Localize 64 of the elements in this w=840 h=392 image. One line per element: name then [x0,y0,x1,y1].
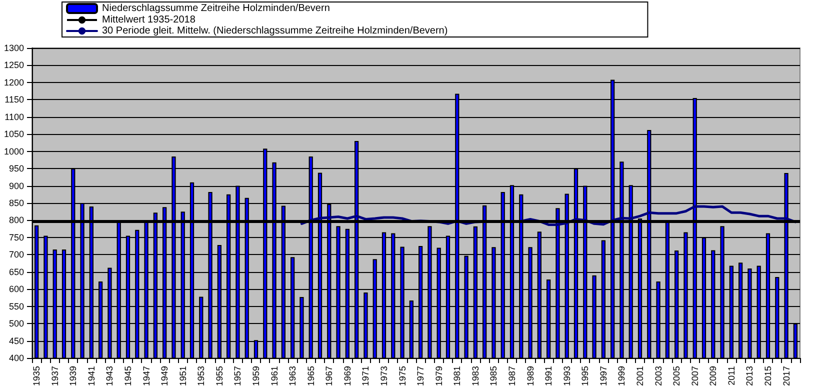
y-tick-label: 1300 [4,43,24,53]
x-tick-label: 1973 [379,366,389,386]
x-tick-label: 1999 [616,366,627,386]
x-tick-label: 1989 [525,366,536,386]
y-tick-label: 1000 [4,146,24,156]
x-tick-label: 1969 [342,366,352,386]
y-tick-label: 700 [8,250,24,260]
x-tick-label: 1987 [507,366,517,386]
y-tick-label: 1050 [4,129,24,140]
x-tick-label: 2005 [672,366,682,386]
y-tick-label: 450 [8,336,24,346]
x-tick-label: 2001 [635,366,645,386]
x-tick-label: 1951 [178,366,188,386]
x-tick-label: 1975 [397,366,408,386]
x-tick-label: 2013 [744,366,755,386]
x-tick-label: 2009 [708,366,718,386]
y-tick-label: 550 [8,301,24,312]
x-tick-label: 1995 [580,366,590,386]
y-tick-label: 750 [8,232,24,242]
y-tick-label: 800 [8,215,24,226]
x-tick-label: 1947 [141,366,152,386]
x-tick-label: 1939 [68,366,78,386]
x-tick-label: 1963 [288,366,298,386]
x-tick-label: 1967 [324,366,334,386]
x-tick-label: 1981 [452,366,462,386]
x-tick-label: 1991 [544,366,554,386]
y-tick-label: 950 [8,164,24,174]
y-tick-label: 600 [8,284,24,294]
x-tick-label: 1957 [232,366,243,386]
y-tick-label: 850 [8,198,24,208]
x-tick-label: 1941 [86,366,96,386]
x-tick-label: 1971 [360,366,371,386]
x-tick-label: 1945 [123,366,133,386]
legend-label: Mittelwert 1935-2018 [102,14,196,26]
x-tick-label: 2015 [763,366,773,386]
x-tick-label: 2003 [653,366,664,386]
y-tick-label: 900 [8,180,24,191]
y-tick-label: 1150 [4,94,24,105]
x-tick-label: 1949 [160,366,170,386]
x-tick-label: 1935 [32,366,42,386]
x-tick-label: 1977 [416,366,426,386]
y-tick-label: 1200 [4,77,24,88]
x-tick-label: 1955 [214,366,224,386]
x-tick-label: 1959 [251,366,261,386]
y-tick-label: 1250 [4,60,24,70]
x-tick-label: 1937 [50,366,60,386]
y-tick-label: 500 [8,318,24,329]
legend-label: Niederschlagssumme Zeitreihe Holzminden/Bevern [102,3,330,14]
y-tick-label: 1100 [4,112,24,122]
x-tick-label: 2017 [781,366,792,386]
x-tick-label: 1979 [434,366,444,386]
y-tick-label: 650 [8,266,24,277]
x-tick-label: 2007 [690,366,700,386]
legend-label: 30 Periode gleit. Mittelw. (Niederschlagssumme Zeitreihe Holzminden/Bevern) [102,26,448,36]
x-tick-label: 2011 [726,366,736,386]
x-tick-label: 1943 [104,366,115,386]
y-tick-label: 400 [8,353,24,363]
x-tick-label: 1985 [488,366,499,386]
x-tick-label: 1983 [470,366,480,386]
x-tick-label: 1965 [306,366,316,386]
x-tick-label: 1997 [598,366,608,386]
x-tick-label: 1993 [562,366,572,386]
x-tick-label: 1953 [196,366,206,386]
x-tick-label: 1961 [269,366,280,386]
